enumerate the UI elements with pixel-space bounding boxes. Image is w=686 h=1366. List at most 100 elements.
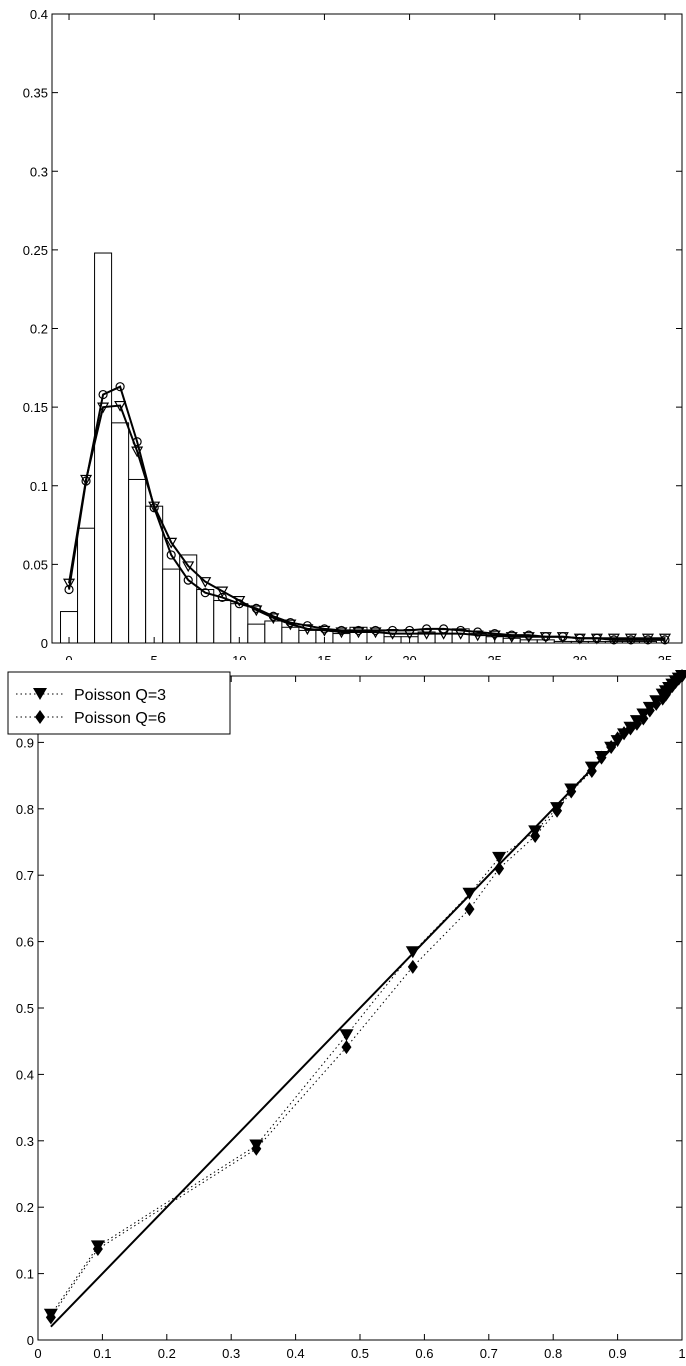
data-point-diamond bbox=[45, 1310, 56, 1325]
data-point-triangle-down bbox=[386, 628, 399, 640]
data-point-diamond bbox=[341, 1040, 352, 1055]
y-tick-label: 0.5 bbox=[16, 1001, 34, 1016]
y-tick-label: 0.35 bbox=[23, 86, 48, 101]
data-point-triangle-down bbox=[339, 1029, 354, 1042]
histogram-bar bbox=[196, 589, 215, 644]
x-tick-label: 20 bbox=[402, 653, 416, 660]
data-point-diamond bbox=[407, 959, 418, 974]
data-point-triangle-down bbox=[335, 627, 348, 639]
x-tick-label: 30 bbox=[573, 653, 587, 660]
x-axis-label: K bbox=[365, 653, 374, 660]
data-point-triangle-down bbox=[556, 632, 569, 643]
x-tick-label: 0.7 bbox=[480, 1346, 498, 1361]
data-point-triangle-down bbox=[267, 613, 280, 625]
data-point-triangle-down bbox=[471, 630, 484, 642]
data-point-diamond bbox=[92, 1242, 103, 1257]
data-point-circle bbox=[183, 575, 193, 585]
y-tick-label: 0.25 bbox=[23, 243, 48, 258]
data-point-triangle-down bbox=[182, 561, 195, 573]
chart-qq-plot: 0 0.1 0.2 0.3 0.4 0.5 0.6 0.7 0.8 0.9 1 0 0.1 0.2 0.3 0… bbox=[7, 669, 686, 1361]
data-point-triangle-down bbox=[405, 946, 420, 959]
data-point-triangle-down bbox=[63, 578, 76, 590]
reference-diagonal bbox=[50, 675, 683, 1328]
y-tick-label: 0.8 bbox=[16, 802, 34, 817]
x-tick-label: 35 bbox=[658, 653, 672, 660]
data-point-triangle-down bbox=[454, 628, 467, 640]
data-point-triangle-down bbox=[284, 619, 297, 631]
y-tick-label: 0.1 bbox=[30, 479, 48, 494]
data-point-circle bbox=[234, 599, 244, 609]
y-tick-label: 0 bbox=[41, 636, 48, 651]
data-point-triangle-down bbox=[318, 625, 331, 637]
data-point-circle bbox=[200, 588, 210, 598]
x-tick-label: 25 bbox=[487, 653, 501, 660]
data-point-triangle-down bbox=[492, 851, 507, 864]
data-point-triangle-down bbox=[250, 605, 263, 617]
data-point-diamond bbox=[606, 740, 617, 755]
data-point-triangle-down bbox=[624, 633, 637, 645]
data-point-diamond bbox=[651, 696, 662, 711]
histogram-bar bbox=[298, 629, 317, 644]
data-point-diamond bbox=[566, 784, 577, 799]
x-tick-label: 0 bbox=[65, 653, 72, 660]
data-point-diamond bbox=[530, 829, 541, 844]
data-point-triangle-down bbox=[590, 633, 603, 645]
histogram-bar bbox=[128, 478, 147, 644]
x-tick-label: 0 bbox=[34, 1346, 41, 1361]
data-point-triangle-down bbox=[97, 402, 110, 414]
y-tick-label: 0.4 bbox=[30, 7, 48, 22]
data-point-diamond bbox=[631, 716, 642, 731]
data-point-triangle-down bbox=[165, 537, 178, 549]
data-point-diamond bbox=[494, 861, 505, 876]
x-tick-label: 0.1 bbox=[93, 1346, 111, 1361]
y-tick-label: 0.3 bbox=[30, 164, 48, 179]
data-point-diamond bbox=[657, 691, 668, 706]
x-tick-label: 0.2 bbox=[158, 1346, 176, 1361]
data-point-triangle-down bbox=[216, 586, 229, 598]
data-point-triangle-down bbox=[539, 632, 552, 643]
data-point-triangle-down bbox=[403, 628, 416, 640]
x-tick-label: 5 bbox=[151, 653, 158, 660]
data-point-triangle-down bbox=[658, 633, 671, 645]
histogram-bar bbox=[77, 527, 96, 644]
y-tick-label: 0.05 bbox=[23, 557, 48, 572]
data-point-triangle-down bbox=[641, 633, 654, 645]
y-tick-label: 0.6 bbox=[16, 935, 34, 950]
y-tick-label: 0.3 bbox=[16, 1134, 34, 1149]
histogram-bar bbox=[94, 252, 113, 644]
data-point-diamond bbox=[644, 703, 655, 718]
data-point-diamond bbox=[638, 711, 649, 726]
data-point-diamond bbox=[612, 731, 623, 746]
y-tick-label: 0.1 bbox=[16, 1267, 34, 1282]
histogram-bar bbox=[213, 600, 232, 644]
data-point-triangle-down bbox=[462, 887, 477, 900]
data-point-circle bbox=[115, 382, 125, 392]
y-tick-label: 0.4 bbox=[16, 1067, 34, 1082]
x-tick-label: 0.5 bbox=[351, 1346, 369, 1361]
y-tick-label: 0 bbox=[27, 1333, 34, 1348]
data-point-triangle-down bbox=[131, 446, 144, 458]
x-tick-label: 0.8 bbox=[544, 1346, 562, 1361]
x-tick-label: 0.6 bbox=[415, 1346, 433, 1361]
histogram-bar bbox=[247, 623, 266, 644]
data-point-triangle-down bbox=[573, 633, 586, 645]
histogram-bar bbox=[162, 568, 181, 644]
data-point-circle bbox=[439, 624, 449, 634]
legend-label-q3: Poisson Q=3 bbox=[74, 687, 166, 704]
data-point-triangle-down bbox=[505, 632, 518, 643]
data-point-triangle-down bbox=[199, 577, 212, 588]
data-point-diamond bbox=[251, 1141, 262, 1156]
data-point-circle bbox=[64, 584, 74, 595]
data-point-triangle-down bbox=[301, 624, 314, 636]
y-tick-label: 0.9 bbox=[16, 735, 34, 750]
data-point-diamond bbox=[464, 902, 475, 917]
histogram-bar bbox=[179, 554, 198, 644]
x-tick-label: 10 bbox=[232, 653, 246, 660]
data-point-triangle-down bbox=[522, 632, 535, 643]
data-point-triangle-down bbox=[420, 628, 433, 640]
data-point-triangle-down bbox=[607, 633, 620, 645]
data-point-circle bbox=[421, 624, 432, 634]
triangle-down-icon bbox=[33, 688, 47, 700]
data-point-diamond bbox=[586, 763, 597, 778]
data-point-diamond bbox=[660, 687, 671, 702]
